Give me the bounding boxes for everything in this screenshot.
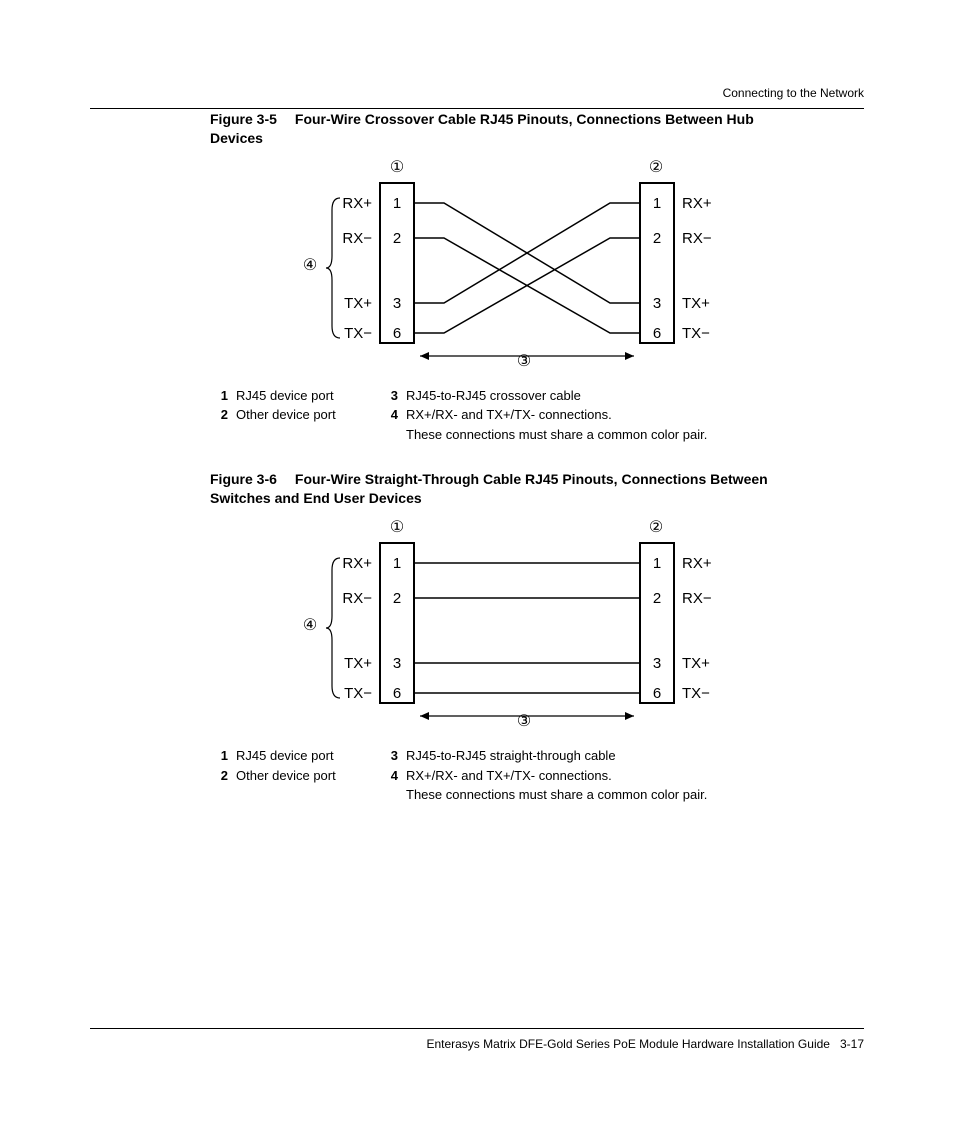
legend-text: RJ45 device port [236,746,334,766]
svg-text:④: ④ [303,617,317,634]
svg-text:④: ④ [303,257,317,274]
legend-num: 3 [380,746,398,766]
svg-text:RX−: RX− [682,230,712,247]
legend-text: These connections must share a common co… [406,425,707,445]
svg-text:3: 3 [653,295,661,312]
svg-text:TX−: TX− [344,325,372,342]
svg-text:RX+: RX+ [682,555,712,572]
legend-text: RJ45 device port [236,386,334,406]
svg-text:2: 2 [653,590,661,607]
svg-text:RX−: RX− [342,590,372,607]
header-rule [90,108,864,109]
svg-text:1: 1 [393,555,401,572]
footer-doc-title: Enterasys Matrix DFE-Gold Series PoE Mod… [426,1037,830,1051]
svg-text:2: 2 [393,590,401,607]
svg-text:3: 3 [393,295,401,312]
svg-text:1: 1 [653,555,661,572]
figure-3-5-title: Figure 3-5Four-Wire Crossover Cable RJ45… [210,110,804,148]
svg-text:2: 2 [393,230,401,247]
figure-3-6-diagram: RX+ 1 1 RX+ RX− 2 2 RX− TX+ 3 3 TX+ TX− 6 6 TX− ① ② ③ ④ [290,518,850,728]
svg-text:TX+: TX+ [344,295,372,312]
svg-text:②: ② [649,159,663,176]
legend-text: RX+/RX- and TX+/TX- connections. [406,405,612,425]
svg-text:RX+: RX+ [682,195,712,212]
page-header-section: Connecting to the Network [723,86,864,100]
svg-text:3: 3 [393,655,401,672]
figure-caption: Four-Wire Straight-Through Cable RJ45 Pi… [210,471,768,506]
svg-text:②: ② [649,519,663,536]
legend-text: RX+/RX- and TX+/TX- connections. [406,766,612,786]
svg-text:6: 6 [653,325,661,342]
legend-num: 2 [210,405,228,425]
figure-3-6-title: Figure 3-6Four-Wire Straight-Through Cab… [210,470,804,508]
figure-3-6-legend: 1 RJ45 device port 3 RJ45-to-RJ45 straight… [210,746,864,805]
legend-num: 1 [210,746,228,766]
svg-text:6: 6 [393,685,401,702]
legend-text: These connections must share a common co… [406,785,707,805]
legend-num: 2 [210,766,228,786]
svg-text:TX+: TX+ [344,655,372,672]
figure-number: Figure 3-5 [210,110,277,129]
crossover-wiring-svg: RX+ 1 1 RX+ RX− 2 2 RX− TX+ 3 3 TX+ TX− 6 6 TX− ① ② ③ ④ [290,158,760,368]
svg-text:1: 1 [393,195,401,212]
svg-text:①: ① [390,519,404,536]
legend-text: RJ45-to-RJ45 straight-through cable [406,746,616,766]
figure-number: Figure 3-6 [210,470,277,489]
svg-text:TX+: TX+ [682,655,710,672]
svg-text:RX+: RX+ [342,555,372,572]
legend-text: RJ45-to-RJ45 crossover cable [406,386,581,406]
svg-text:①: ① [390,159,404,176]
svg-text:③: ③ [517,713,531,728]
svg-text:3: 3 [653,655,661,672]
legend-num: 4 [380,766,398,786]
svg-text:1: 1 [653,195,661,212]
straight-wiring-svg: RX+ 1 1 RX+ RX− 2 2 RX− TX+ 3 3 TX+ TX− 6 6 TX− ① ② ③ ④ [290,518,760,728]
page-footer: Enterasys Matrix DFE-Gold Series PoE Mod… [90,1028,864,1051]
svg-text:6: 6 [653,685,661,702]
figure-3-5-diagram: RX+ 1 1 RX+ RX− 2 2 RX− TX+ 3 3 TX+ TX− 6 6 TX− ① ② ③ ④ [290,158,850,368]
svg-text:RX−: RX− [682,590,712,607]
figure-caption: Four-Wire Crossover Cable RJ45 Pinouts, … [210,111,754,146]
svg-text:2: 2 [653,230,661,247]
legend-num: 1 [210,386,228,406]
svg-text:6: 6 [393,325,401,342]
svg-text:RX+: RX+ [342,195,372,212]
svg-text:TX+: TX+ [682,295,710,312]
legend-text: Other device port [236,766,336,786]
svg-text:TX−: TX− [344,685,372,702]
svg-text:TX−: TX− [682,685,710,702]
legend-num: 3 [380,386,398,406]
svg-text:RX−: RX− [342,230,372,247]
page: Connecting to the Network Figure 3-5Four… [0,0,954,1123]
figure-3-5-legend: 1 RJ45 device port 3 RJ45-to-RJ45 crossove… [210,386,864,445]
legend-num: 4 [380,405,398,425]
svg-text:TX−: TX− [682,325,710,342]
legend-text: Other device port [236,405,336,425]
footer-page-number: 3-17 [840,1037,864,1051]
svg-text:③: ③ [517,353,531,368]
